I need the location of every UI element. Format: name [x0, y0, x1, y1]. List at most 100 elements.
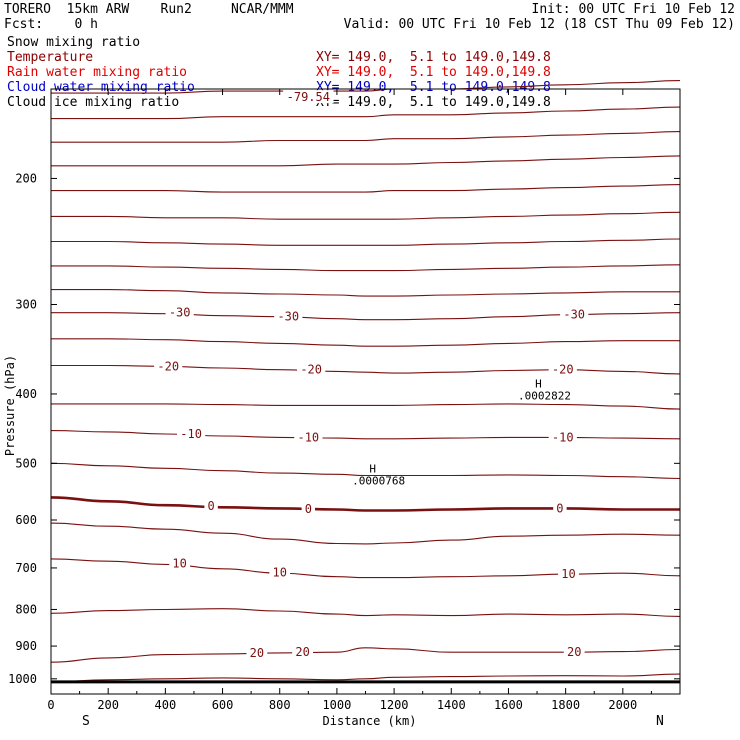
contour-label-bg: [269, 565, 291, 579]
contour-label: 0: [305, 502, 312, 516]
contour-label-bg: [274, 309, 303, 323]
contour-label-bg: [548, 430, 577, 444]
contour-label-bg: [204, 499, 218, 513]
isotherm--35: [51, 289, 680, 297]
legend-field-1: Temperature: [7, 50, 94, 65]
x-tick-label: 800: [269, 698, 291, 712]
isotherm--5: [50, 462, 681, 480]
isotherm--10: [50, 430, 681, 440]
extremum-mark: H: [535, 377, 542, 390]
extremum-mark: H: [369, 462, 376, 475]
contour-label: 0: [207, 499, 214, 513]
x-axis: 0 200 400 600 800 1000 1200 1400 1600 1800 2000: [47, 89, 652, 712]
isotherm--40: [51, 264, 681, 272]
isotherm--15: [51, 403, 681, 410]
contour-label-bg: [297, 362, 326, 376]
forecast-hour: Fcst: 0 h: [4, 17, 98, 32]
contour-label-bg: [176, 427, 206, 441]
x-tick-label: 1800: [551, 698, 580, 712]
contour-label-bg: [283, 90, 334, 104]
model-title: TORERO 15km ARW Run2 NCAR/MMM: [4, 2, 294, 17]
contour-label-bg: [558, 567, 579, 581]
contour-label-bg: [292, 645, 313, 659]
y-tick-label: 900: [15, 639, 37, 653]
contour-label-bg: [165, 305, 194, 319]
legend-field-4: Cloud ice mixing ratio: [7, 95, 180, 110]
plot-frame: [50, 88, 681, 695]
x-tick-label: 200: [97, 698, 119, 712]
legend-coords-1: XY= 149.0, 5.1 to 149.0,149.8: [316, 50, 551, 65]
x-tick-label: 2000: [608, 698, 637, 712]
y-tick-label: 1000: [8, 672, 37, 686]
contour-label: 20: [295, 645, 309, 659]
legend-coords-2: XY= 149.0, 5.1 to 149.0,149.8: [316, 65, 551, 80]
legend-field-0: Snow mixing ratio: [7, 35, 141, 50]
y-axis-label: Pressure (hPa): [3, 355, 17, 456]
x-tick-label: 1200: [380, 698, 409, 712]
isotherm--25: [51, 338, 680, 347]
x-axis-label: Distance (km): [323, 714, 417, 728]
contour-label: -10: [180, 427, 202, 441]
isotherm--65: [50, 131, 681, 143]
isotherm--50: [51, 211, 681, 220]
left-endpoint-label: S: [82, 714, 90, 729]
y-tick-label: 700: [15, 561, 37, 575]
contour-label: -30: [277, 310, 299, 324]
isotherm--55: [50, 184, 681, 193]
isotherm-25: [50, 673, 681, 683]
isotherm-10: [50, 558, 681, 579]
x-tick-label: 0: [47, 698, 54, 712]
isotherm--20: [50, 364, 681, 375]
valid-time: Valid: 00 UTC Fri 10 Feb 12 (18 CST Thu …: [343, 17, 735, 32]
x-tick-label: 600: [212, 698, 234, 712]
contour-labels: -79.54 -30 -30 -30 -20 -20 -20 -10 -10 -10 0 0 0 10 10…: [154, 90, 589, 660]
extremum-value: .0002822: [518, 389, 571, 402]
contour-label: 20: [250, 646, 264, 660]
y-tick-label: 600: [15, 513, 37, 527]
y-tick-label: 800: [15, 602, 37, 616]
x-tick-label: 400: [155, 698, 177, 712]
contour-label: -20: [300, 363, 322, 377]
extremum-value: .0000768: [352, 474, 405, 487]
contour-label-bg: [563, 645, 585, 659]
contour-label-bg: [154, 359, 183, 373]
contour-label: -30: [169, 306, 191, 320]
isotherm--70: [51, 106, 681, 120]
legend-field-2: Rain water mixing ratio: [7, 65, 188, 80]
contour-label-bg: [294, 430, 323, 444]
y-tick-label: 300: [15, 298, 37, 312]
contour-label-bg: [553, 501, 567, 515]
isotherm--75: [51, 80, 681, 94]
contour-label-bg: [560, 307, 589, 321]
contour-label: -20: [552, 363, 574, 377]
contour-label: 20: [567, 645, 581, 659]
x-tick-label: 1400: [437, 698, 466, 712]
contour-label: -10: [552, 430, 574, 444]
x-tick-label: 1000: [322, 698, 351, 712]
isotherm-15: [50, 608, 681, 617]
contour-label: 10: [273, 565, 287, 579]
right-endpoint-label: N: [656, 714, 664, 729]
contour-label: -10: [297, 430, 319, 444]
contour-label: -79.54: [287, 90, 330, 104]
y-tick-label: 400: [15, 387, 37, 401]
contour-label: -30: [563, 308, 585, 322]
isotherm--45: [50, 238, 681, 246]
contour-label-bg: [169, 556, 191, 570]
isotherm-0: [50, 496, 680, 512]
y-tick-label: 500: [15, 456, 37, 470]
init-time: Init: 00 UTC Fri 10 Feb 12: [531, 2, 736, 17]
contour-label-bg: [548, 362, 577, 376]
contour-label: 10: [172, 556, 186, 570]
isotherm-5: [50, 522, 681, 545]
isotherm-20: [50, 647, 681, 663]
contour-label: 10: [561, 567, 575, 581]
contour-label: -20: [157, 359, 179, 373]
isotherm--60: [51, 155, 681, 167]
contour-label: 0: [556, 501, 563, 515]
contour-label-bg: [301, 501, 316, 515]
contour-label-bg: [246, 646, 268, 660]
